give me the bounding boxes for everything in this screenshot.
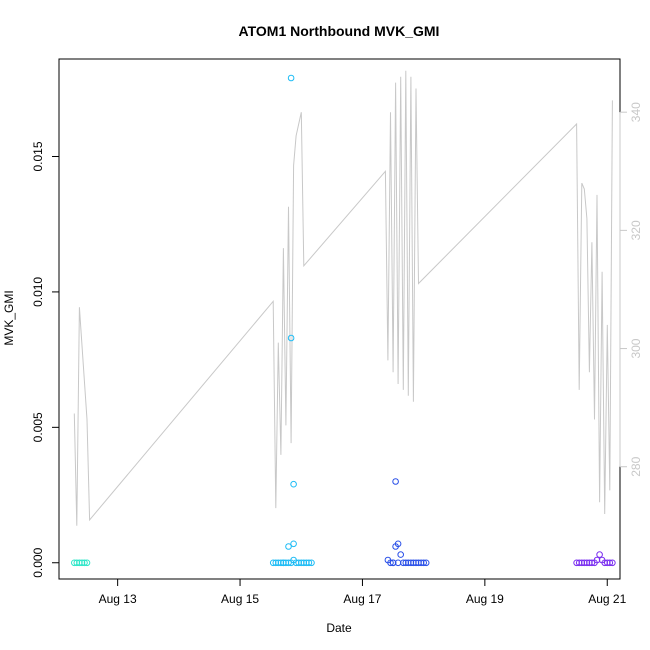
data-point xyxy=(575,559,583,567)
data-point xyxy=(300,559,308,567)
y2-tick-label: 300 xyxy=(629,338,643,358)
x-axis: Aug 13 Aug 15 Aug 17 Aug 19 Aug 21 xyxy=(99,578,627,606)
data-point xyxy=(601,559,609,567)
data-point xyxy=(81,559,88,567)
data-point xyxy=(394,540,402,548)
x-tick-label: Aug 19 xyxy=(466,592,504,606)
data-point xyxy=(586,559,593,567)
x-tick-label: Aug 17 xyxy=(343,592,381,606)
x-tick-label: Aug 21 xyxy=(588,592,626,606)
data-point xyxy=(287,334,295,342)
data-point xyxy=(303,559,310,567)
plot-frame xyxy=(58,58,621,580)
data-point xyxy=(387,559,394,567)
data-point xyxy=(269,559,277,567)
x-axis-label: Date xyxy=(326,621,352,635)
data-point xyxy=(417,559,425,567)
data-point xyxy=(422,559,430,567)
y-axis: 0.000 0.005 0.010 0.015 xyxy=(31,141,60,578)
data-point xyxy=(596,551,603,558)
data-point xyxy=(295,559,303,567)
y-tick-label: 0.000 xyxy=(31,547,45,577)
line-layer xyxy=(73,70,613,526)
data-point xyxy=(275,559,282,567)
line-series xyxy=(73,70,613,526)
data-point xyxy=(609,559,616,567)
data-point xyxy=(407,559,415,567)
y-axis-label: MVK_GMI xyxy=(2,290,16,345)
data-point xyxy=(402,559,410,567)
data-point xyxy=(287,74,295,82)
data-point xyxy=(290,540,297,548)
data-point xyxy=(410,559,417,567)
x-tick-label: Aug 13 xyxy=(99,592,137,606)
data-point xyxy=(305,559,313,567)
x-tick-label: Aug 15 xyxy=(221,592,259,606)
data-point xyxy=(389,559,397,567)
data-point xyxy=(593,556,601,564)
y-tick-label: 0.005 xyxy=(31,412,45,442)
y2-axis: 280 300 320 340 xyxy=(619,102,643,477)
data-point xyxy=(308,559,315,567)
chart-title: ATOM1 Northbound MVK_GMI xyxy=(239,23,440,39)
data-point xyxy=(588,559,596,567)
data-point xyxy=(420,559,428,567)
data-point xyxy=(405,559,412,567)
y2-tick-label: 320 xyxy=(629,220,643,240)
y-tick-label: 0.015 xyxy=(31,141,45,171)
y-tick-label: 0.010 xyxy=(31,277,45,307)
data-point xyxy=(78,559,86,567)
data-point xyxy=(394,559,402,567)
data-point xyxy=(285,543,292,550)
y2-tick-label: 280 xyxy=(629,456,643,476)
data-point xyxy=(298,559,305,567)
data-point xyxy=(392,478,399,485)
data-point xyxy=(272,559,280,567)
data-point xyxy=(606,559,614,567)
data-point xyxy=(277,559,285,567)
points-layer xyxy=(71,74,616,567)
data-point xyxy=(397,551,405,558)
data-point xyxy=(412,559,420,567)
y2-tick-label: 340 xyxy=(629,102,643,122)
data-point xyxy=(280,559,287,567)
data-point xyxy=(583,559,591,567)
data-point xyxy=(83,559,91,567)
data-point xyxy=(290,480,297,488)
